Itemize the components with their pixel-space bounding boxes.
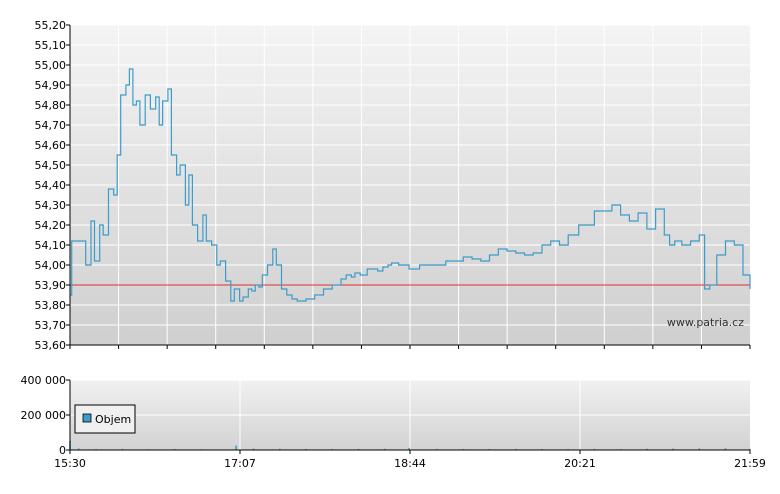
volume-bar (383, 448, 386, 450)
volume-x-tick-label: 17:07 (224, 457, 256, 470)
price-y-tick-label: 53,80 (35, 299, 67, 312)
volume-bar (749, 448, 751, 450)
price-y-tick-label: 54,40 (35, 179, 67, 192)
volume-bar (357, 448, 360, 450)
volume-y-tick-label: 0 (59, 444, 66, 457)
volume-bar (77, 448, 80, 450)
volume-y-tick-label: 200 000 (21, 409, 67, 422)
price-y-tick-label: 53,90 (35, 279, 67, 292)
volume-x-tick-label: 21:59 (734, 457, 766, 470)
volume-bar (121, 448, 124, 450)
price-y-tick-label: 55,10 (35, 39, 67, 52)
volume-bar (252, 448, 255, 450)
price-y-tick-label: 55,00 (35, 59, 67, 72)
price-y-tick-label: 53,70 (35, 319, 67, 332)
price-y-tick-label: 53,60 (35, 339, 67, 352)
volume-x-tick-label: 20:21 (564, 457, 596, 470)
volume-bar (698, 448, 701, 450)
volume-x-tick-label: 15:30 (54, 457, 86, 470)
volume-x-tick-label: 18:44 (394, 457, 426, 470)
volume-y-tick-label: 400 000 (21, 374, 67, 387)
price-y-tick-label: 54,50 (35, 159, 67, 172)
price-y-tick-label: 54,90 (35, 79, 67, 92)
legend-swatch (82, 413, 92, 423)
volume-bar (436, 448, 438, 450)
volume-x-ticks: 15:30 17:07 18:44 20:21 21:59 (54, 450, 766, 470)
price-y-tick-label: 54,70 (35, 119, 67, 132)
volume-legend: Objem (74, 404, 136, 434)
volume-bar (515, 448, 517, 450)
watermark: www.patria.cz (667, 316, 744, 329)
volume-bar (305, 448, 307, 450)
price-y-tick-label: 54,30 (35, 199, 67, 212)
volume-bar (279, 448, 281, 450)
volume-bar (408, 447, 410, 450)
volume-bar (235, 445, 237, 450)
price-y-tick-label: 54,00 (35, 259, 67, 272)
price-y-ticks: 53,60 53,70 53,80 53,90 54,00 54,10 54,20 54,30… (35, 19, 70, 352)
price-grid (70, 24, 750, 346)
price-y-tick-label: 54,20 (35, 219, 67, 232)
legend-label: Objem (95, 413, 131, 426)
price-y-tick-label: 55,20 (35, 19, 67, 32)
price-series-line (70, 68, 751, 302)
price-y-tick-label: 54,10 (35, 239, 67, 252)
price-y-tick-label: 54,80 (35, 99, 67, 112)
volume-bar (672, 448, 674, 450)
price-y-tick-label: 54,60 (35, 139, 67, 152)
volume-y-ticks: 0 200 000 400 000 (21, 374, 70, 457)
volume-bar (593, 448, 596, 450)
volume-bar (724, 448, 727, 451)
price-x-ticks (69, 345, 751, 349)
volume-bar (646, 448, 648, 450)
